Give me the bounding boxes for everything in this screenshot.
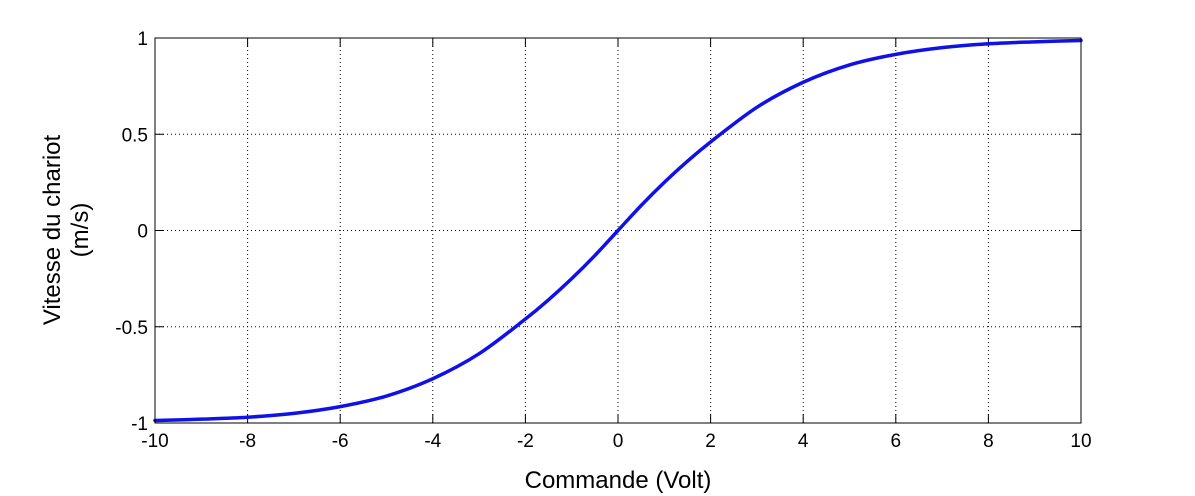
- plot-frame: [154, 37, 1082, 424]
- x-tick-label: 10: [1070, 431, 1091, 452]
- x-tick-label: -8: [239, 431, 256, 452]
- x-tick-label: -10: [141, 431, 168, 452]
- y-tick-label: 0.5: [122, 125, 148, 146]
- y-tick-label: 1: [137, 29, 148, 50]
- x-tick-label: -4: [424, 431, 441, 452]
- x-tick-label: 8: [983, 431, 994, 452]
- y-axis-label-line1: Vitesse du chariot: [39, 135, 66, 326]
- x-tick-label: 4: [798, 431, 809, 452]
- y-tick-label: -0.5: [115, 318, 148, 339]
- y-tick-labels: -1 -0.5 0 0.5 1: [115, 29, 148, 435]
- x-tick-label: 2: [705, 431, 716, 452]
- grid-lines: [155, 38, 1081, 423]
- y-tick-label: 0: [137, 222, 148, 243]
- y-axis-label-line2: (m/s): [67, 203, 94, 258]
- x-tick-label: -2: [517, 431, 534, 452]
- x-tick-label: 0: [613, 431, 624, 452]
- series-layer: [153, 38, 1083, 423]
- y-tick-label: -1: [131, 414, 148, 435]
- x-axis-label: Commande (Volt): [525, 467, 712, 494]
- x-tick-label: -6: [332, 431, 349, 452]
- series-line: [153, 38, 1083, 423]
- x-tick-label: 6: [891, 431, 902, 452]
- x-tick-labels: -10 -8 -6 -4 -2 0 2 4 6 8 10: [141, 431, 1091, 452]
